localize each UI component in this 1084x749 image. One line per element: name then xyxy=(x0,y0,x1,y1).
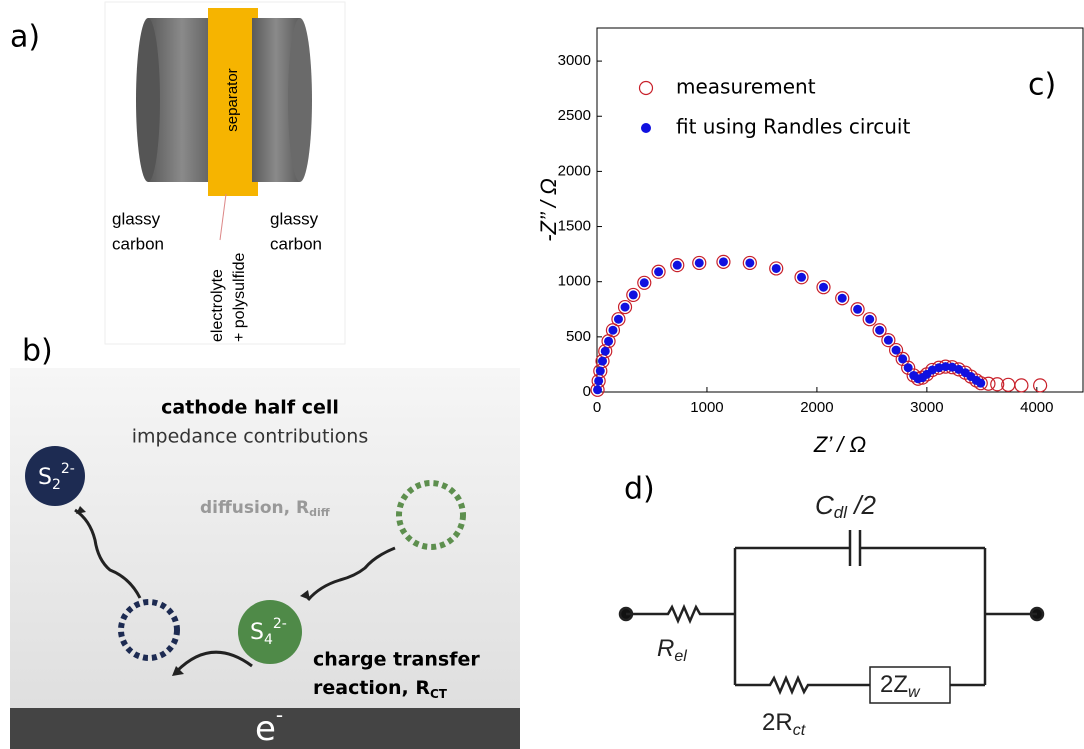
data-point xyxy=(673,261,682,270)
x-tick-label: 3000 xyxy=(910,399,943,416)
x-axis-label: Z’ / Ω xyxy=(813,432,866,457)
y-tick-label: 2500 xyxy=(558,107,591,124)
y-tick-label: 0 xyxy=(583,383,591,400)
data-point xyxy=(654,267,663,276)
resistor-label: Rel xyxy=(657,635,687,665)
electrode-label: glassy xyxy=(270,209,319,228)
sub: w xyxy=(908,684,921,701)
sup: - xyxy=(276,703,283,727)
data-point xyxy=(875,326,884,335)
capacitor xyxy=(735,530,985,566)
resistor-label: 2Rct xyxy=(762,709,806,739)
base: 2R xyxy=(762,709,793,736)
data-point xyxy=(1015,379,1028,392)
x-tick-label: 2000 xyxy=(800,399,833,416)
legend-marker xyxy=(640,82,653,95)
panel-label: a) xyxy=(10,20,40,55)
data-point xyxy=(772,264,781,273)
electrode-label: carbon xyxy=(270,234,322,253)
sub: el xyxy=(674,648,687,665)
sup: 2- xyxy=(61,461,75,477)
suffix: /2 xyxy=(847,490,876,520)
electrode-face xyxy=(136,18,160,182)
wire xyxy=(735,548,1037,685)
base: reaction, R xyxy=(313,677,430,699)
data-point xyxy=(695,258,704,267)
y-tick-label: 500 xyxy=(566,328,591,345)
resistor xyxy=(735,678,985,692)
sub: ct xyxy=(793,722,806,739)
data-point xyxy=(838,294,847,303)
resistor xyxy=(626,607,735,621)
data-point xyxy=(819,283,828,292)
data-point xyxy=(898,354,907,363)
electrode-label: glassy xyxy=(112,209,161,228)
base: e xyxy=(255,709,276,749)
base: 2Z xyxy=(880,671,908,698)
panel-subtitle: impedance contributions xyxy=(132,426,369,448)
data-point xyxy=(614,315,623,324)
x-tick-label: 4000 xyxy=(1020,399,1053,416)
separator-label: separator xyxy=(224,68,241,131)
legend-label: measurement xyxy=(676,75,816,99)
base: S xyxy=(250,620,264,645)
panel-d: d) Cdl /2 Rel 2Rct 2Zw xyxy=(620,472,1043,740)
base: R xyxy=(657,635,674,662)
legend-marker xyxy=(641,123,651,133)
base: S xyxy=(38,465,52,490)
panel-label: c) xyxy=(1028,68,1056,103)
data-point xyxy=(865,315,874,324)
data-point xyxy=(892,346,901,355)
data-point xyxy=(640,278,649,287)
data-point xyxy=(719,257,728,266)
legend-label: fit using Randles circuit xyxy=(676,115,910,139)
data-point xyxy=(1034,379,1047,392)
data-point xyxy=(884,336,893,345)
sub: CT xyxy=(430,687,448,701)
data-point xyxy=(904,363,913,372)
data-point xyxy=(608,326,617,335)
electrolyte-label: + polysulfide xyxy=(231,253,248,342)
data-point xyxy=(853,305,862,314)
electrode-face xyxy=(288,18,312,182)
data-point xyxy=(745,258,754,267)
sub: diff xyxy=(309,506,330,519)
data-point xyxy=(593,385,602,394)
panel-title: cathode half cell xyxy=(161,397,339,419)
data-point xyxy=(594,376,603,385)
base: C xyxy=(815,490,834,520)
data-point xyxy=(797,273,806,282)
sub: 2 xyxy=(52,477,61,493)
electrolyte-label: electrolyte xyxy=(209,269,226,342)
sup: 2- xyxy=(273,616,287,632)
plot-frame xyxy=(597,28,1083,392)
data-point xyxy=(604,337,613,346)
data-point xyxy=(976,379,985,388)
y-tick-label: 2000 xyxy=(558,162,591,179)
electrode-label: carbon xyxy=(112,234,164,253)
base: diffusion, R xyxy=(200,498,309,518)
charge-transfer-label: reaction, RCT xyxy=(313,677,448,701)
warburg-label: 2Zw xyxy=(880,671,921,701)
x-tick-label: 0 xyxy=(593,399,601,416)
capacitor-label: Cdl /2 xyxy=(815,490,876,523)
panel-b: b) cathode half cell impedance contribut… xyxy=(10,334,520,749)
data-point xyxy=(629,290,638,299)
y-tick-label: 1500 xyxy=(558,218,591,235)
panel-a: a) separator glassy carbon glassy carbon… xyxy=(10,2,345,344)
sub: 4 xyxy=(264,632,273,648)
data-point xyxy=(596,367,605,376)
panel-label: b) xyxy=(22,334,53,369)
figure: a) separator glassy carbon glassy carbon… xyxy=(0,0,1084,749)
charge-transfer-label: charge transfer xyxy=(313,649,480,671)
data-point xyxy=(621,303,630,312)
y-tick-label: 3000 xyxy=(558,52,591,69)
panel-label: d) xyxy=(624,472,655,507)
data-point xyxy=(601,347,610,356)
data-point xyxy=(598,357,607,366)
x-tick-label: 1000 xyxy=(690,399,723,416)
species xyxy=(25,446,85,506)
y-tick-label: 1000 xyxy=(558,273,591,290)
